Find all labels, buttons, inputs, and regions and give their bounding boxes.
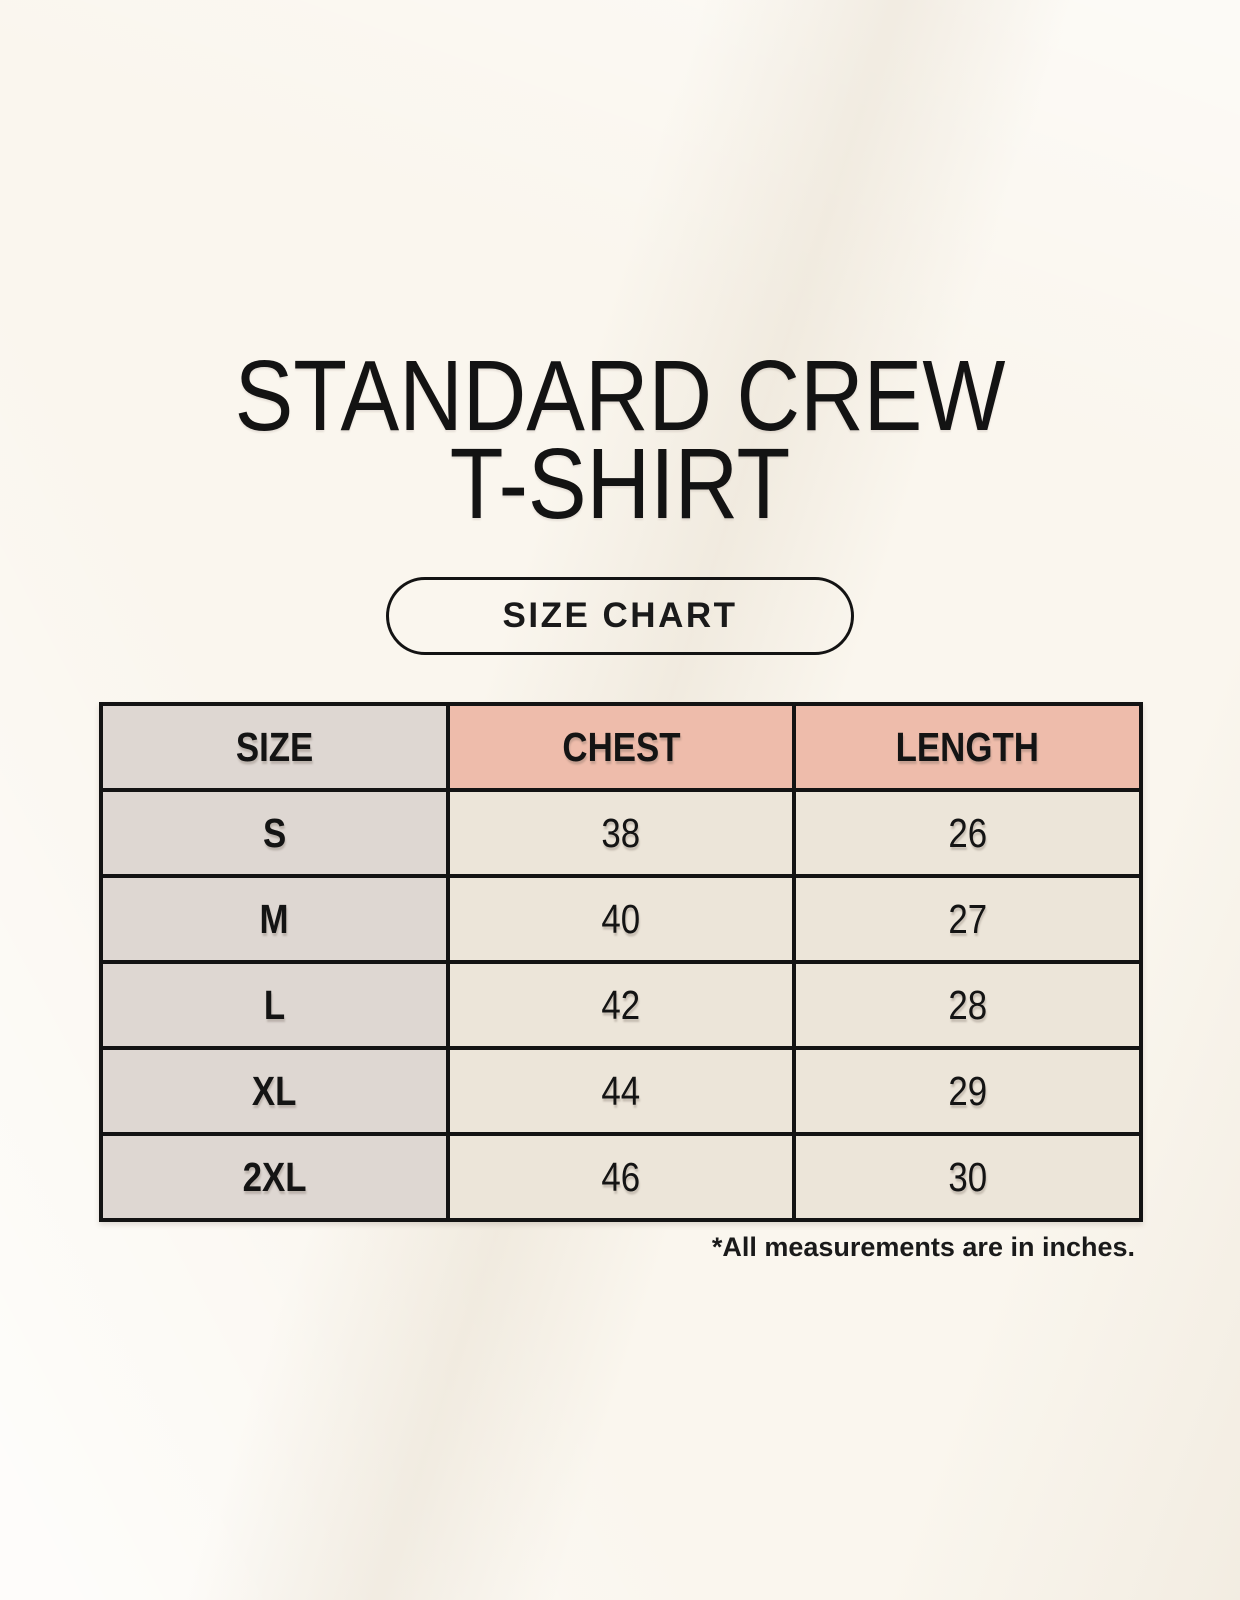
length-cell: 30 <box>792 1132 1143 1222</box>
page-title-line-2: T-SHIRT <box>449 428 791 540</box>
table-row: S 38 26 <box>99 788 1143 878</box>
chest-cell: 46 <box>445 1132 797 1222</box>
chest-value: 38 <box>601 809 641 856</box>
size-cell: L <box>99 960 450 1050</box>
length-cell: 28 <box>792 960 1143 1050</box>
header-label-size: SIZE <box>235 723 314 770</box>
size-table-header: SIZE CHEST LENGTH <box>99 702 1143 792</box>
length-value: 28 <box>948 981 988 1028</box>
length-cell: 26 <box>792 788 1143 878</box>
size-table: SIZE CHEST LENGTH S 38 26 M 40 27 L 42 2… <box>99 702 1143 1222</box>
length-cell: 27 <box>792 874 1143 964</box>
size-value: L <box>263 981 285 1028</box>
chest-value: 40 <box>601 895 641 942</box>
header-cell-size: SIZE <box>99 702 450 792</box>
measurements-footnote: *All measurements are in inches. <box>711 1232 1135 1262</box>
table-row: 2XL 46 30 <box>99 1132 1143 1222</box>
chest-cell: 38 <box>445 788 797 878</box>
header-cell-length: LENGTH <box>792 702 1143 792</box>
table-row: L 42 28 <box>99 960 1143 1050</box>
header-label-chest: CHEST <box>561 723 681 770</box>
size-value: 2XL <box>242 1153 307 1200</box>
size-value: M <box>259 895 289 942</box>
chest-value: 42 <box>601 981 641 1028</box>
size-cell: 2XL <box>99 1132 450 1222</box>
length-value: 27 <box>948 895 988 942</box>
table-row: XL 44 29 <box>99 1046 1143 1136</box>
length-value: 30 <box>948 1153 988 1200</box>
length-cell: 29 <box>792 1046 1143 1136</box>
chest-value: 46 <box>601 1153 641 1200</box>
chest-cell: 42 <box>445 960 797 1050</box>
length-value: 26 <box>948 809 988 856</box>
chest-cell: 44 <box>445 1046 797 1136</box>
size-cell: XL <box>99 1046 450 1136</box>
header-row: SIZE CHEST LENGTH <box>99 702 1143 792</box>
page-title: STANDARD CREW T-SHIRT <box>0 340 1240 540</box>
header-label-length: LENGTH <box>896 723 1040 770</box>
size-cell: S <box>99 788 450 878</box>
size-value: XL <box>252 1067 297 1114</box>
chest-value: 44 <box>601 1067 641 1114</box>
chest-cell: 40 <box>445 874 797 964</box>
size-chart-badge-label: SIZE CHART <box>502 596 738 635</box>
size-value: S <box>262 809 286 856</box>
header-cell-chest: CHEST <box>445 702 797 792</box>
length-value: 29 <box>948 1067 988 1114</box>
table-row: M 40 27 <box>99 874 1143 964</box>
page-title-line-1: STANDARD CREW <box>234 340 1006 452</box>
size-chart-badge: SIZE CHART <box>386 577 854 655</box>
size-table-body: S 38 26 M 40 27 L 42 28 XL 44 29 2XL 46 <box>99 788 1143 1222</box>
size-cell: M <box>99 874 450 964</box>
